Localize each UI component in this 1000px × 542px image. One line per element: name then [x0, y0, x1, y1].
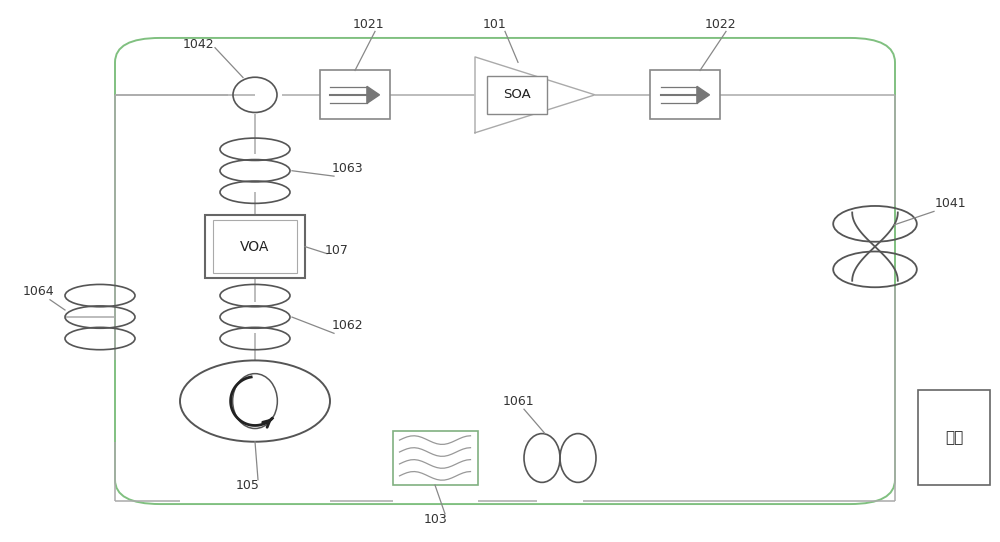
Polygon shape [697, 86, 710, 104]
Text: 105: 105 [236, 479, 260, 492]
Text: 1061: 1061 [502, 395, 534, 408]
Text: 107: 107 [325, 244, 349, 257]
Text: 1041: 1041 [935, 197, 967, 210]
Text: 1022: 1022 [704, 18, 736, 31]
Text: 1042: 1042 [182, 38, 214, 51]
Text: 1063: 1063 [332, 162, 364, 175]
Bar [650, 70, 720, 119]
Bar [487, 76, 547, 114]
Polygon shape [367, 86, 380, 104]
Bar [213, 220, 297, 274]
Bar [392, 431, 478, 485]
Text: 103: 103 [424, 513, 448, 526]
Text: 101: 101 [483, 18, 507, 31]
Polygon shape [475, 57, 595, 133]
Text: 输出: 输出 [945, 430, 963, 445]
Text: 1062: 1062 [332, 319, 364, 332]
Bar [320, 70, 390, 119]
Text: VOA: VOA [240, 240, 270, 254]
Text: 1021: 1021 [352, 18, 384, 31]
Text: 1064: 1064 [22, 285, 54, 298]
Bar [918, 390, 990, 485]
Text: SOA: SOA [503, 88, 531, 101]
Bar [205, 216, 305, 278]
